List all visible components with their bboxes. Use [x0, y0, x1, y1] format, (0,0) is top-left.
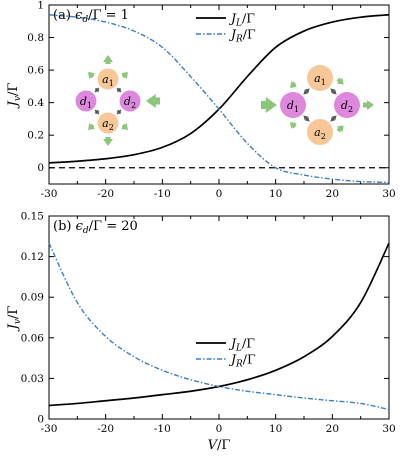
node-top [97, 68, 119, 90]
x-tick-label: -20 [97, 188, 114, 200]
node-label: d2 [341, 99, 353, 114]
legend-label: JL/Γ [228, 336, 255, 354]
x-tick-label: -10 [154, 423, 171, 435]
flow-arrow [336, 125, 344, 133]
legend: JL/ΓJR/Γ [196, 11, 256, 45]
coupling-arrowhead [116, 87, 122, 93]
y-tick-label: 0.09 [21, 292, 44, 304]
node-right [334, 92, 360, 118]
coupling-arrowhead [331, 115, 337, 121]
flow-arrow [121, 123, 128, 130]
legend-label: JR/Γ [228, 27, 256, 45]
y-tick-label: 0.6 [27, 65, 44, 77]
node-top [307, 65, 333, 91]
x-tick-label: 10 [269, 188, 282, 200]
node-left [75, 90, 97, 112]
node-left [280, 92, 306, 118]
x-axis-label: V/Γ [208, 438, 231, 453]
node-label: a1 [314, 72, 326, 87]
series-line-jl [48, 242, 390, 407]
coupling-arrowhead [94, 109, 100, 115]
node-bottom [97, 112, 119, 134]
flow-arrow [336, 77, 344, 85]
flow-arrow [121, 72, 128, 79]
coupling-arrowhead [304, 88, 310, 94]
inset-diagram-right: a1 a2 d1 d2 [261, 65, 374, 145]
flow-arrow [363, 100, 374, 110]
coupling-arrowhead [303, 115, 309, 121]
node-label: a2 [102, 117, 114, 132]
node-label: d1 [287, 99, 299, 114]
node-label: a1 [102, 73, 114, 88]
node-label: d1 [80, 95, 92, 110]
flow-arrow [290, 122, 297, 129]
coupling-arrowhead [330, 88, 336, 94]
y-axis-label: Jv/Γ [6, 306, 23, 333]
coupling-arrowhead [304, 116, 310, 122]
flow-arrow [290, 81, 297, 88]
y-tick-label: 1 [37, 0, 44, 12]
x-tick-label: 0 [216, 423, 223, 435]
coupling-arrowhead [94, 87, 100, 93]
legend: JL/ΓJR/Γ [196, 336, 256, 370]
node-label: a2 [314, 126, 326, 141]
plot-frame [48, 215, 390, 420]
x-tick-label: 10 [269, 423, 282, 435]
x-tick-label: 20 [326, 188, 339, 200]
x-tick-label: -20 [97, 423, 114, 435]
flow-arrow [103, 55, 113, 64]
panel-b: -30 -20 -10 0 10 20 30 0 0.03 0.06 0.09 0.12 0.15 JL/… [6, 211, 396, 454]
x-tick-label: 20 [326, 423, 339, 435]
panel-title: (a) ϵd/Γ = 1 [53, 8, 129, 25]
panel-a: -30 -20 -10 0 10 20 30 0 0.2 0.4 0.6 0.8 1 JL/ΓJR/Γ (a… [6, 0, 396, 200]
x-tick-label: -30 [41, 423, 58, 435]
x-tick-label: 30 [382, 423, 395, 435]
coupling-arrowhead [330, 116, 336, 122]
series-line-jr [48, 14, 390, 184]
node-right [119, 90, 141, 112]
y-tick-label: 0.2 [27, 130, 44, 142]
y-tick-label: 0.12 [21, 251, 44, 263]
y-axis-label: Jv/Γ [6, 83, 23, 110]
coupling-arrowhead [116, 109, 122, 115]
legend-label: JR/Γ [228, 352, 256, 370]
flow-arrow [146, 94, 160, 108]
coupling-arrowhead [303, 89, 309, 95]
flow-arrow [88, 123, 95, 130]
y-tick-label: 0.8 [27, 32, 44, 44]
node-label: d2 [124, 95, 136, 110]
coupling-arrowhead [331, 89, 337, 95]
x-tick-label: 0 [216, 188, 223, 200]
y-tick-label: 0.15 [21, 211, 44, 223]
y-tick-label: 0.03 [21, 373, 44, 385]
y-tick-label: 0.4 [27, 97, 44, 109]
node-bottom [307, 119, 333, 145]
flow-arrow [261, 97, 277, 113]
y-tick-label: 0 [37, 414, 44, 426]
legend-label: JL/Γ [228, 11, 255, 29]
x-tick-label: 30 [382, 188, 395, 200]
y-tick-label: 0.06 [21, 332, 45, 344]
x-tick-label: -10 [154, 188, 171, 200]
inset-diagram-left: a1 a2 d1 d2 [75, 55, 160, 146]
plot-frame [48, 4, 390, 185]
x-tick-label: -30 [41, 188, 58, 200]
series-line-jl [48, 13, 390, 164]
flow-arrow [88, 72, 95, 79]
y-tick-label: 0 [37, 162, 44, 174]
flow-arrow [103, 137, 113, 146]
panel-title: (b) ϵd/Γ = 20 [53, 219, 138, 236]
series-line-jr [48, 242, 390, 411]
